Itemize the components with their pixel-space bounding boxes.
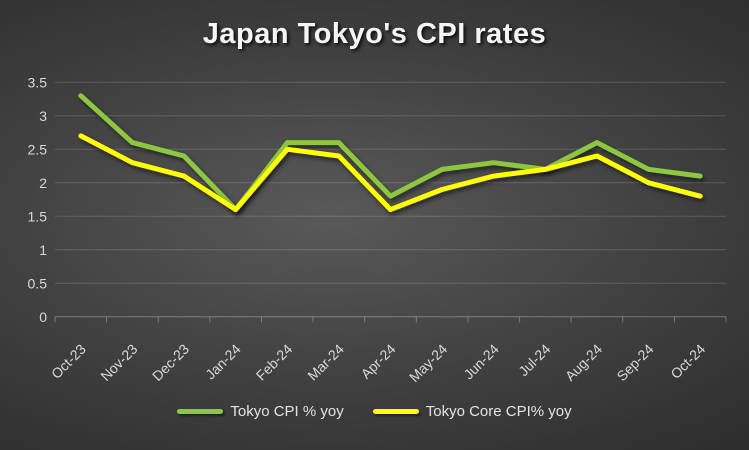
y-tick-label: 1.5 — [28, 208, 48, 224]
chart-title: Japan Tokyo's CPI rates — [202, 18, 547, 50]
x-tick-label: Sep-24 — [613, 341, 656, 384]
y-tick-label: 2.5 — [28, 141, 48, 157]
x-tick-label: Aug-24 — [562, 341, 605, 384]
legend-item-tokyo-core-cpi: Tokyo Core CPI% yoy — [372, 403, 572, 420]
series-line-tokyo-cpi-yoy — [78, 93, 703, 213]
y-tick-label: 0 — [39, 309, 47, 325]
x-tick-label: Oct-23 — [48, 341, 89, 382]
y-tick-label: 2 — [39, 175, 47, 191]
legend-label-tokyo-core-cpi: Tokyo Core CPI% yoy — [425, 403, 572, 420]
x-tick-label: Jun-24 — [460, 341, 502, 383]
y-tick-label: 1 — [39, 242, 47, 258]
legend-item-tokyo-cpi: Tokyo CPI % yoy — [177, 403, 344, 420]
x-tick-label: Nov-23 — [97, 341, 140, 384]
y-tick-label: 3 — [39, 108, 47, 124]
x-tick-label: Dec-23 — [149, 341, 192, 384]
x-tick-label: Mar-24 — [304, 341, 347, 384]
chart-legend: Tokyo CPI % yoy Tokyo Core CPI% yoy — [0, 403, 749, 420]
x-tick-label: Feb-24 — [253, 341, 296, 384]
legend-swatch-green-line-icon — [177, 409, 224, 414]
series-line-tokyo-core-cpi-yoy — [78, 133, 703, 213]
x-tick-label: Apr-24 — [358, 341, 399, 382]
legend-label-tokyo-cpi: Tokyo CPI % yoy — [230, 403, 344, 420]
y-tick-label: 0.5 — [28, 275, 48, 291]
legend-swatch-yellow-line-icon — [372, 409, 419, 414]
x-tick-label: May-24 — [406, 341, 450, 385]
x-tick-label: Oct-24 — [667, 341, 708, 382]
x-tick-label: Jul-24 — [515, 341, 553, 379]
x-tick-label: Jan-24 — [202, 341, 244, 383]
y-tick-label: 3.5 — [28, 74, 48, 90]
